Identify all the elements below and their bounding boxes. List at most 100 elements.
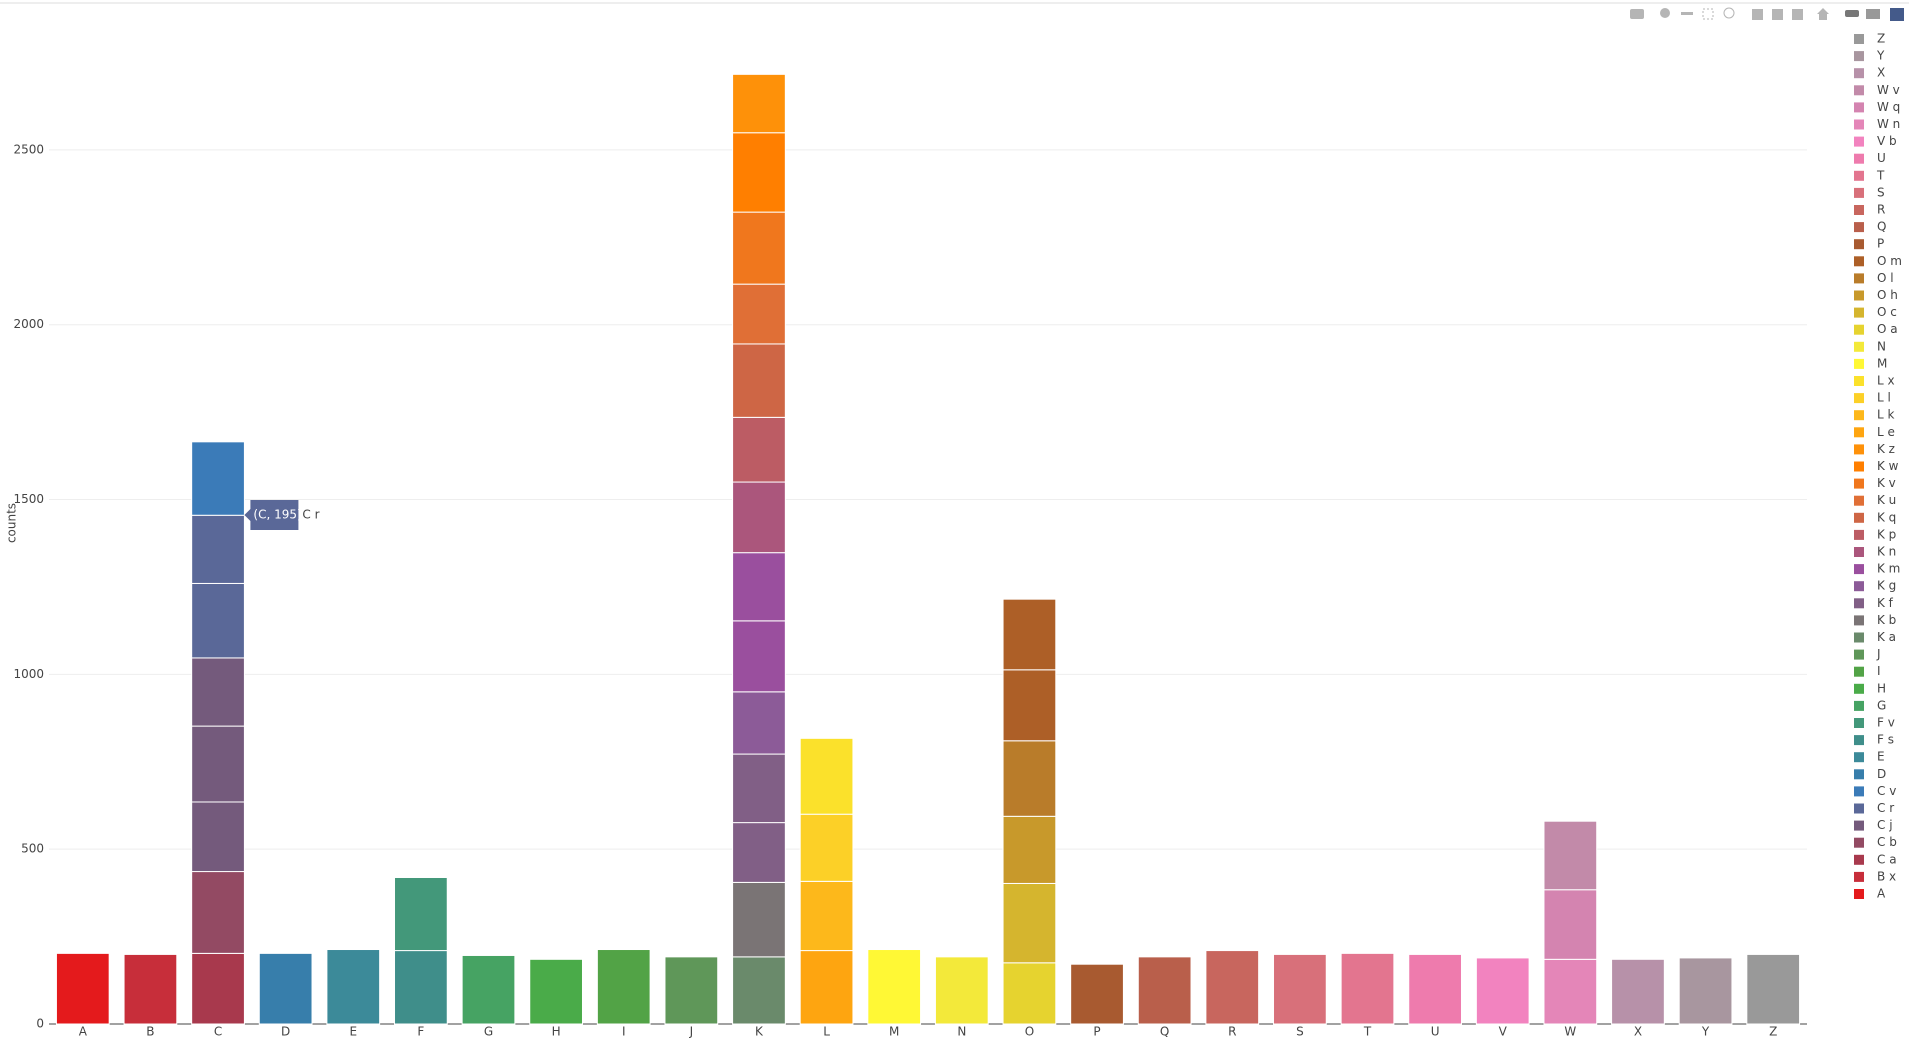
bar-segment xyxy=(1002,815,1057,884)
legend-swatch xyxy=(1854,119,1864,130)
x-tick-label: C xyxy=(214,1025,222,1039)
legend-swatch xyxy=(1854,837,1864,848)
x-tick-label: X xyxy=(1634,1025,1642,1039)
bar-segment xyxy=(191,582,245,659)
zoom-out-icon[interactable] xyxy=(1772,9,1783,20)
legend-swatch xyxy=(1854,871,1864,882)
bar-segment xyxy=(799,880,854,952)
pan-icon[interactable] xyxy=(1681,12,1693,15)
legend-swatch xyxy=(1854,427,1864,438)
bar-segment xyxy=(258,952,313,1025)
x-tick-label: S xyxy=(1296,1025,1304,1039)
bar-segment xyxy=(55,952,110,1025)
legend-label: L k xyxy=(1877,408,1895,422)
y-tick-label: 0 xyxy=(36,1017,44,1031)
camera-icon[interactable] xyxy=(1630,9,1644,19)
select-icon[interactable] xyxy=(1702,8,1714,20)
bar-segment xyxy=(732,132,786,213)
legend-label: L x xyxy=(1877,374,1895,388)
spike-icon[interactable] xyxy=(1845,10,1859,17)
zoom-in-icon[interactable] xyxy=(1752,9,1763,20)
bar-segment xyxy=(1070,963,1124,1025)
bar-segment xyxy=(934,956,989,1025)
autoscale-icon[interactable] xyxy=(1792,9,1803,20)
legend-swatch xyxy=(1854,153,1864,164)
zoom-icon[interactable] xyxy=(1660,8,1670,18)
legend-swatch xyxy=(1854,239,1864,250)
bar-segment xyxy=(799,813,854,882)
bar-segment xyxy=(191,725,245,803)
hover-name: C r xyxy=(302,508,319,522)
legend-swatch xyxy=(1854,461,1864,472)
legend-label: I xyxy=(1877,664,1881,678)
bar-segment xyxy=(326,949,381,1025)
bar-segment xyxy=(191,514,245,584)
x-tick-label: W xyxy=(1564,1025,1576,1039)
legend-label: S xyxy=(1877,185,1885,199)
x-tick-label: F xyxy=(417,1025,424,1039)
legend-swatch xyxy=(1854,512,1864,523)
bar-segment xyxy=(732,481,786,554)
x-tick-label: E xyxy=(349,1025,357,1039)
x-tick-label: O xyxy=(1025,1025,1034,1039)
legend-swatch xyxy=(1854,341,1864,352)
bar-segment xyxy=(461,954,516,1025)
bar-segment xyxy=(123,953,178,1025)
legend-label: C a xyxy=(1877,852,1897,866)
x-tick-label: J xyxy=(689,1025,694,1039)
lasso-icon[interactable] xyxy=(1723,7,1735,19)
legend-label: K g xyxy=(1877,579,1896,593)
x-tick-label: B xyxy=(146,1025,154,1039)
bar-segment xyxy=(1137,956,1192,1025)
legend-label: R xyxy=(1877,203,1885,217)
legend-swatch xyxy=(1854,324,1864,335)
bar-segment xyxy=(1746,953,1801,1025)
x-tick-label: Q xyxy=(1160,1025,1169,1039)
x-tick-label: M xyxy=(889,1025,899,1039)
legend-swatch xyxy=(1854,205,1864,215)
x-tick-label: N xyxy=(957,1025,966,1039)
legend-swatch xyxy=(1854,718,1864,728)
legend-label: O m xyxy=(1877,254,1902,268)
bar-segment xyxy=(732,620,786,693)
bar-segment xyxy=(1205,950,1260,1025)
legend-label: O l xyxy=(1877,271,1894,285)
bar-segment xyxy=(732,691,786,755)
legend-swatch xyxy=(1854,803,1864,814)
legend-label: L e xyxy=(1877,425,1895,439)
legend-swatch xyxy=(1854,598,1864,609)
y-tick-label: 1500 xyxy=(13,492,44,506)
bar-segment xyxy=(1543,820,1598,891)
legend-label: H xyxy=(1877,681,1886,695)
bar-segment xyxy=(1475,957,1530,1025)
legend-swatch xyxy=(1854,854,1864,865)
legend-swatch xyxy=(1854,769,1864,780)
x-tick-label: V xyxy=(1499,1025,1508,1039)
legend-swatch xyxy=(1854,615,1864,626)
bar-segment xyxy=(1002,882,1057,964)
legend-swatch xyxy=(1854,700,1864,711)
legend-swatch xyxy=(1854,393,1864,404)
bar-segment xyxy=(1002,669,1057,742)
bar-segment xyxy=(799,737,854,815)
bar-segment xyxy=(732,881,786,958)
hover-label: (C, 195) xyxy=(253,508,301,522)
legend-label: N xyxy=(1877,339,1886,353)
bar-segment xyxy=(732,211,786,285)
legend-label: X xyxy=(1877,66,1885,80)
legend-label: C r xyxy=(1877,801,1894,815)
legend-label: O c xyxy=(1877,305,1897,319)
legend-swatch xyxy=(1854,358,1864,369)
logo-icon[interactable] xyxy=(1890,8,1904,21)
legend-swatch xyxy=(1854,444,1864,455)
hover-icon[interactable] xyxy=(1866,9,1880,19)
legend-label: T xyxy=(1876,168,1885,182)
x-tick-label: T xyxy=(1363,1025,1372,1039)
legend-swatch xyxy=(1854,529,1864,540)
reset-icon[interactable] xyxy=(1817,8,1829,20)
legend-swatch xyxy=(1854,68,1864,79)
legend-swatch xyxy=(1854,136,1864,147)
legend-label: V b xyxy=(1877,134,1897,148)
bar-segment xyxy=(799,950,854,1025)
